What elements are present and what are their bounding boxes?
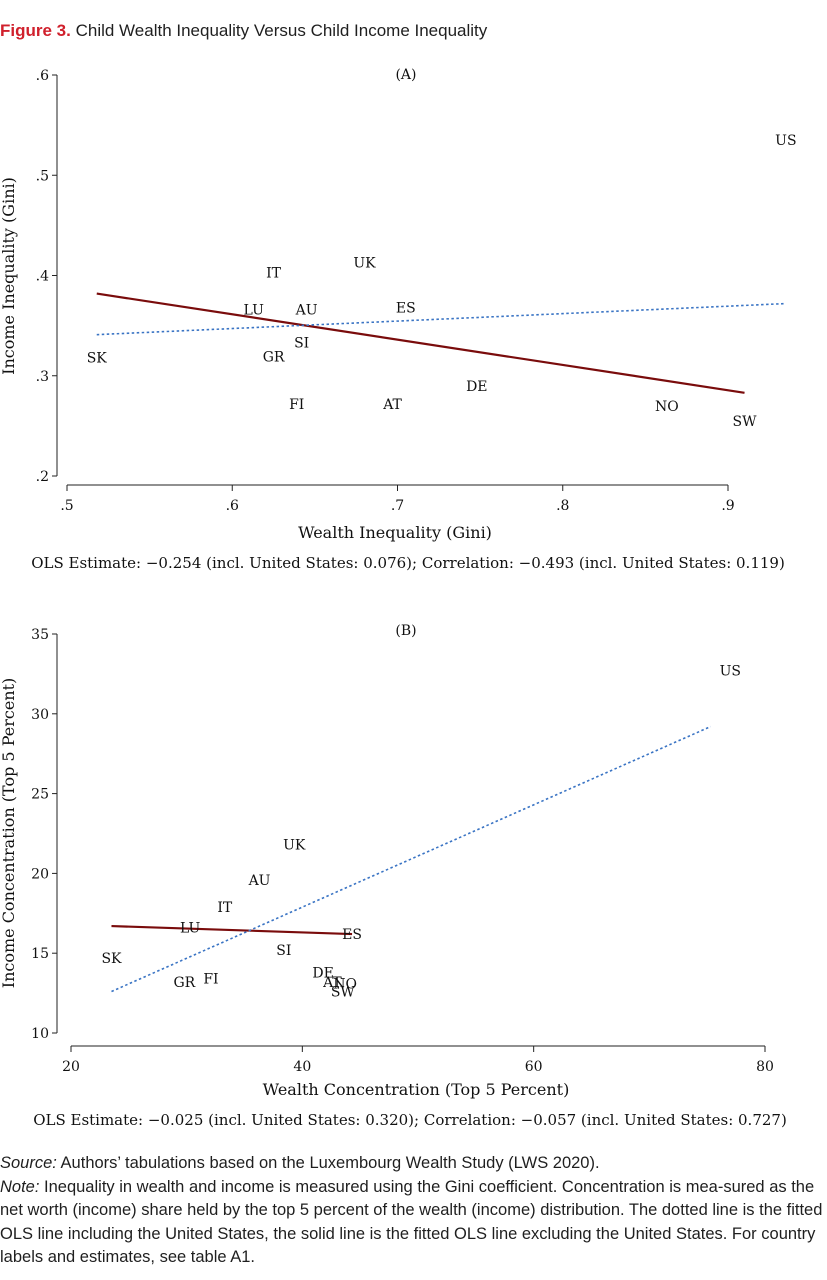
country-point-es: ES <box>396 301 416 317</box>
ols-line-excl-us <box>96 292 745 394</box>
country-point-si: SI <box>294 336 309 352</box>
country-point-no: NO <box>655 399 679 415</box>
country-point-sk: SK <box>101 951 122 967</box>
x-tick-label: 40 <box>293 1059 311 1075</box>
y-tick-label: 30 <box>31 707 49 723</box>
country-point-si: SI <box>276 943 291 959</box>
source-text: Authors’ tabulations based on the Luxemb… <box>56 1154 600 1172</box>
country-point-sw: SW <box>331 985 356 1001</box>
country-point-it: IT <box>217 900 233 916</box>
country-point-at: AT <box>322 975 342 991</box>
country-point-de: DE <box>466 379 487 395</box>
country-point-lu: LU <box>244 303 265 319</box>
country-point-uk: UK <box>353 255 376 271</box>
y-tick-label: .5 <box>36 168 49 184</box>
country-point-au: AU <box>248 873 271 889</box>
x-tick-label: 20 <box>62 1059 80 1075</box>
country-point-it: IT <box>266 265 282 281</box>
country-point-sk: SK <box>87 351 108 367</box>
axes-b: 10 15 20 25 30 35 20 40 60 80 <box>31 627 774 1075</box>
y-tick-label: 10 <box>31 1026 49 1042</box>
country-point-es: ES <box>342 927 362 943</box>
country-point-at: AT <box>382 397 402 413</box>
y-tick-label: .4 <box>36 269 49 285</box>
panel-a-chart: .2 .3 .4 .5 .6 .5 .6 .7 .8 .9 US UK IT ES LU AU SI GR SK D… <box>0 67 797 572</box>
y-tick-label: .6 <box>36 68 49 84</box>
source-label: Source: <box>0 1154 57 1172</box>
x-axis-label-b: Wealth Concentration (Top 5 Percent) <box>263 1080 570 1099</box>
ols-line-incl-us <box>111 725 711 993</box>
y-tick-label: .3 <box>36 369 49 385</box>
country-point-lu: LU <box>180 921 201 937</box>
estimate-text-a: OLS Estimate: −0.254 (incl. United State… <box>31 554 785 572</box>
ols-line-excl-us <box>111 924 353 936</box>
y-tick-label: 25 <box>31 787 49 803</box>
country-point-fi: FI <box>289 397 304 413</box>
country-point-us: US <box>720 664 741 680</box>
panel-label-a: (A) <box>395 67 416 83</box>
country-point-us: US <box>775 133 796 149</box>
axes-a: .2 .3 .4 .5 .6 .5 .6 .7 .8 .9 <box>36 68 735 514</box>
source-note: Source: Authors’ tabulations based on th… <box>0 1152 827 1270</box>
y-axis-label-a: Income Inequality (Gini) <box>0 177 18 375</box>
panel-label-b: (B) <box>395 623 416 639</box>
figure-title-text: Child Wealth Inequality Versus Child Inc… <box>75 21 488 40</box>
x-tick-label: .8 <box>556 498 569 514</box>
x-tick-label: .7 <box>391 498 404 514</box>
country-point-no: NO <box>333 977 357 993</box>
country-point-fi: FI <box>203 972 218 988</box>
country-point-uk: UK <box>283 838 306 854</box>
note-text: Inequality in wealth and income is measu… <box>0 1177 823 1267</box>
x-tick-label: 60 <box>525 1059 543 1075</box>
ols-lines-a <box>96 292 786 394</box>
x-tick-label: 80 <box>756 1059 774 1075</box>
figure-label: Figure 3. <box>0 21 71 40</box>
panel-b-chart: 10 15 20 25 30 35 20 40 60 80 US UK AU IT LU ES SI SK DE F… <box>0 623 787 1129</box>
note-line: Note: Inequality in wealth and income is… <box>0 1176 827 1270</box>
y-tick-label: 20 <box>31 866 49 882</box>
ols-lines-b <box>111 725 711 993</box>
x-axis-label-a: Wealth Inequality (Gini) <box>298 523 492 542</box>
y-tick-label: 15 <box>31 946 49 962</box>
note-label: Note: <box>0 1177 40 1196</box>
country-point-de: DE <box>312 965 333 981</box>
y-tick-label: 35 <box>31 627 49 643</box>
x-tick-label: .6 <box>226 498 239 514</box>
country-point-gr: GR <box>173 975 195 991</box>
country-point-sw: SW <box>733 414 758 430</box>
x-tick-label: .9 <box>721 498 734 514</box>
country-points-a: US UK IT ES LU AU SI GR SK DE FI AT NO SW <box>87 133 797 430</box>
estimate-text-b: OLS Estimate: −0.025 (incl. United State… <box>33 1111 787 1129</box>
y-tick-label: .2 <box>36 469 49 485</box>
country-point-au: AU <box>295 303 318 319</box>
figure-title: Figure 3. Child Wealth Inequality Versus… <box>0 21 487 41</box>
source-line: Source: Authors’ tabulations based on th… <box>0 1152 827 1176</box>
ols-line-incl-us <box>96 302 786 336</box>
y-axis-label-b: Income Concentration (Top 5 Percent) <box>0 678 18 989</box>
country-point-gr: GR <box>263 350 285 366</box>
x-tick-label: .5 <box>60 498 73 514</box>
